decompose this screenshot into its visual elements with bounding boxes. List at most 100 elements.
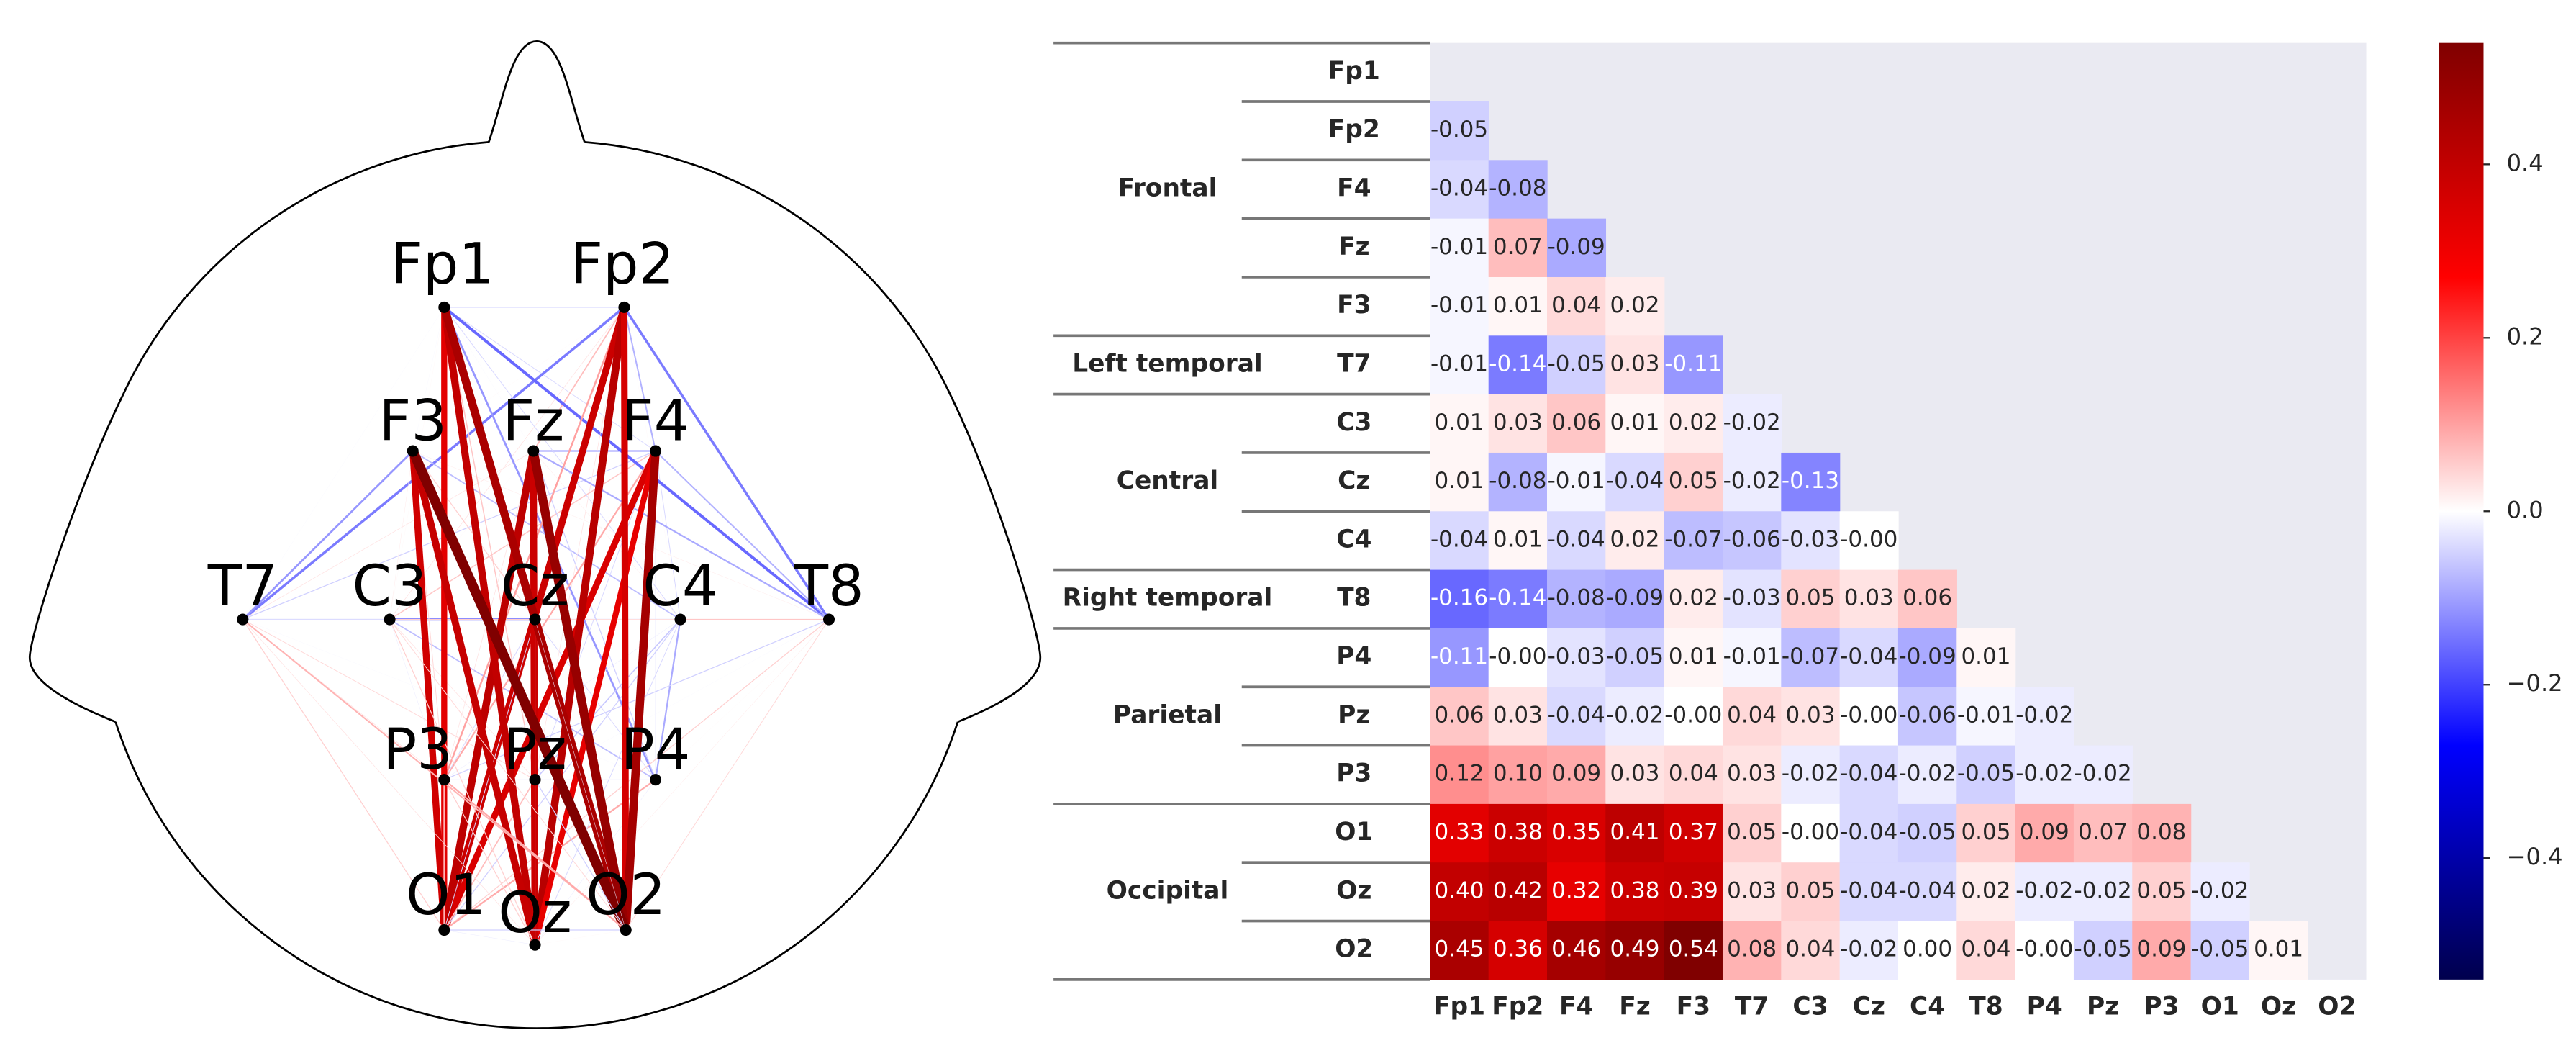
cell-label: -0.01	[1430, 351, 1488, 376]
cell-label: -0.02	[1840, 936, 1897, 962]
heatmap-cell	[1488, 452, 1548, 512]
node	[237, 613, 249, 626]
heatmap-cell	[1664, 803, 1723, 863]
row-label: P4	[1336, 642, 1371, 671]
heatmap-cell	[2132, 803, 2192, 863]
connection	[531, 303, 628, 949]
connection	[440, 448, 659, 934]
heatmap-cell	[2015, 803, 2074, 863]
cell-label: -0.02	[1723, 410, 1781, 435]
connection	[655, 619, 830, 780]
heatmap-cell	[1839, 569, 1899, 629]
cell-label: 0.39	[1669, 877, 1718, 903]
heatmap-cell	[2190, 921, 2250, 980]
cell-label: 0.06	[1551, 410, 1601, 435]
cell-label: 0.06	[1435, 702, 1484, 728]
cell-label: -0.01	[1723, 644, 1781, 669]
cell-label: 0.45	[1435, 936, 1484, 962]
cell-label: 0.01	[2254, 936, 2303, 962]
row-label: Pz	[1338, 700, 1370, 729]
heatmap-cell	[1430, 101, 1489, 161]
cell-label: 0.08	[1727, 936, 1777, 962]
cell-label: 0.01	[1610, 410, 1660, 435]
column-label: F3	[1677, 992, 1710, 1021]
connection	[654, 618, 681, 781]
heatmap-cell	[1488, 218, 1548, 278]
cell-label: -0.03	[1782, 526, 1839, 552]
cell-label: 0.09	[2136, 936, 2186, 962]
heatmap-cell	[1664, 511, 1723, 571]
node-label: Fp2	[571, 232, 674, 297]
heatmap-cell	[1664, 452, 1723, 512]
cell-label: 0.41	[1610, 819, 1660, 845]
connection	[620, 304, 630, 934]
cell-label: 0.00	[1902, 936, 1952, 962]
column-label: Fz	[1619, 992, 1651, 1021]
cell-label: -0.04	[1840, 644, 1897, 669]
cell-label: 0.32	[1551, 877, 1601, 903]
heatmap-cell	[1430, 276, 1489, 336]
connection	[242, 619, 656, 780]
heatmap-cell	[1722, 803, 1782, 863]
connection	[529, 446, 630, 935]
cell-label: -0.09	[1899, 644, 1956, 669]
connection	[443, 779, 627, 931]
heatmap-cell	[1430, 218, 1489, 278]
group-label: Frontal	[1118, 173, 1217, 202]
node	[529, 939, 541, 951]
heatmap-cell	[1488, 862, 1548, 922]
connection	[412, 307, 445, 451]
cell-label: 0.54	[1669, 936, 1718, 962]
heatmap-cell	[1488, 511, 1548, 571]
connection	[242, 619, 535, 946]
node-label: Oz	[498, 881, 571, 946]
column-label: C4	[1910, 992, 1945, 1021]
cell-label: -0.16	[1430, 585, 1488, 611]
row-label: Oz	[1336, 876, 1371, 905]
heatmap-cell	[1664, 687, 1723, 746]
cell-label: 0.37	[1669, 819, 1718, 845]
heatmap-cell	[1897, 687, 1957, 746]
column-label: P3	[2144, 992, 2179, 1021]
connection	[535, 619, 830, 945]
colorbar-tick-label: 0.0	[2507, 496, 2544, 523]
cell-label: -0.02	[2191, 877, 2249, 903]
heatmap-cell	[1781, 452, 1841, 512]
cell-label: -0.00	[2015, 936, 2073, 962]
cell-label: 0.03	[1493, 702, 1543, 728]
heatmap-cell	[1488, 569, 1548, 629]
heatmap-cell	[1722, 394, 1782, 453]
cell-label: 0.02	[1961, 877, 2010, 903]
connection	[443, 305, 831, 621]
cell-label: -0.09	[1548, 234, 1605, 260]
heatmap-cell	[1605, 452, 1665, 512]
cell-label: 0.35	[1551, 819, 1601, 845]
cell-label: 0.06	[1902, 585, 1952, 611]
cell-label: -0.08	[1489, 175, 1546, 201]
heatmap-cell	[1547, 276, 1607, 336]
cell-label: -0.11	[1430, 644, 1488, 669]
column-label: F4	[1559, 992, 1593, 1021]
cell-label: -0.08	[1489, 468, 1546, 494]
cell-label: 0.04	[1785, 936, 1835, 962]
connection	[389, 451, 413, 620]
heatmap-cell	[1664, 921, 1723, 980]
heatmap-cell	[1547, 803, 1607, 863]
group-label: Occipital	[1107, 876, 1229, 905]
heatmap-cell	[1488, 921, 1548, 980]
heatmap-cell	[1897, 803, 1957, 863]
cell-label: -0.05	[2074, 936, 2132, 962]
heatmap-cell	[1547, 218, 1607, 278]
cell-label: -0.05	[1548, 351, 1605, 376]
cell-label: 0.49	[1610, 936, 1660, 962]
node-label: P4	[621, 718, 691, 782]
heatmap-cell	[1956, 862, 2016, 922]
cell-label: 0.03	[1493, 410, 1543, 435]
column-label: O2	[2318, 992, 2356, 1021]
group-label: Left temporal	[1072, 349, 1263, 378]
cell-label: 0.04	[1551, 292, 1601, 318]
column-label: Fp1	[1433, 992, 1485, 1021]
row-label: Fp1	[1328, 57, 1380, 86]
node	[384, 613, 396, 626]
node-label: Fp1	[391, 232, 494, 297]
